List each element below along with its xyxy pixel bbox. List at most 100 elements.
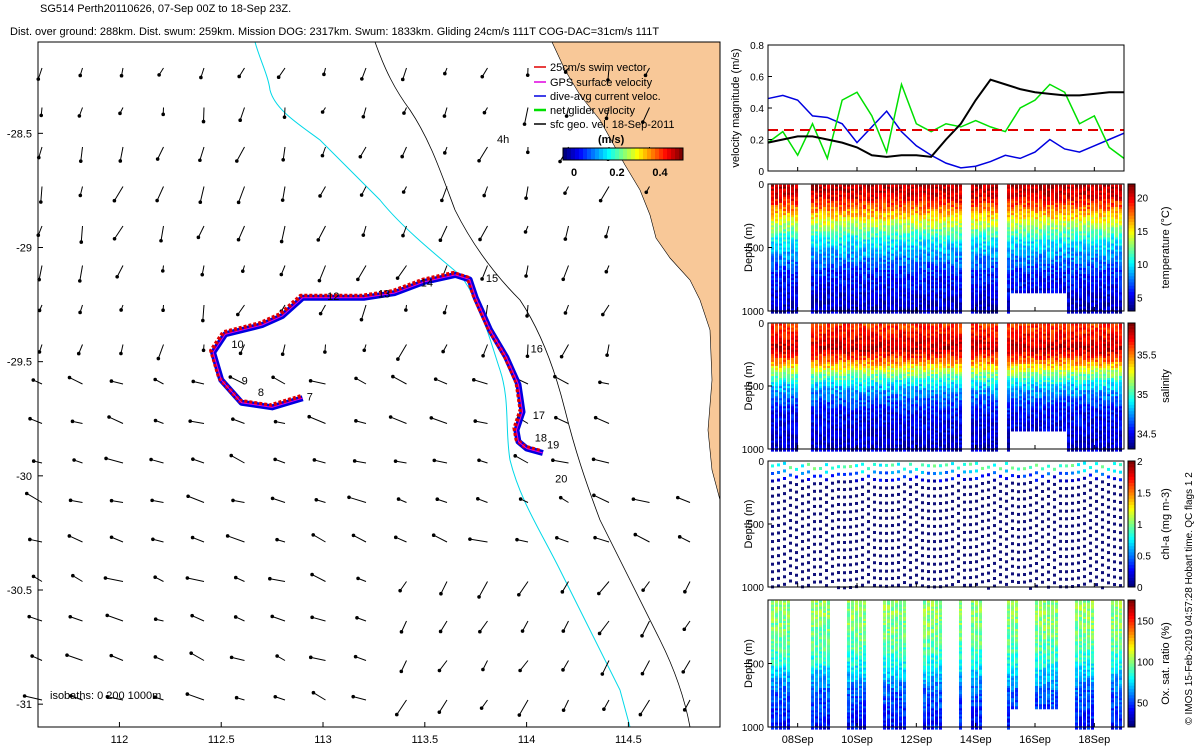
data-point <box>919 298 922 302</box>
data-point <box>775 221 778 225</box>
data-point <box>847 272 850 276</box>
data-point <box>919 184 922 188</box>
data-point <box>899 190 902 194</box>
data-point <box>1023 290 1026 294</box>
data-point <box>811 259 814 263</box>
y-tick-label: -31 <box>16 699 32 711</box>
velocity-arrow-head <box>24 491 29 496</box>
data-point <box>791 308 794 312</box>
data-point <box>927 267 930 271</box>
data-point <box>903 198 906 202</box>
data-point <box>839 184 842 188</box>
data-point <box>851 278 854 282</box>
velocity-arrow-head <box>77 114 82 118</box>
data-point <box>795 247 798 251</box>
data-point <box>875 239 878 243</box>
data-point <box>923 298 926 302</box>
data-point <box>891 192 894 196</box>
data-point <box>903 223 906 227</box>
data-point <box>839 219 842 223</box>
data-point <box>855 261 858 265</box>
data-point <box>851 300 854 304</box>
data-point <box>863 304 866 308</box>
data-point <box>863 302 866 306</box>
velocity-arrow <box>79 265 83 281</box>
data-point <box>871 231 874 235</box>
data-point <box>855 186 858 190</box>
data-point <box>839 239 842 243</box>
data-point <box>903 306 906 310</box>
data-point <box>819 263 822 267</box>
data-point <box>859 261 862 265</box>
data-point <box>867 200 870 204</box>
data-point <box>819 229 822 233</box>
data-point <box>811 223 814 227</box>
data-point <box>891 225 894 229</box>
data-point <box>835 198 838 202</box>
data-point <box>871 206 874 210</box>
data-point <box>847 296 850 300</box>
data-point <box>783 276 786 280</box>
time-tag: 4h <box>497 134 509 146</box>
velocity-arrow <box>105 577 124 582</box>
data-point <box>863 190 866 194</box>
colorbar-cell <box>563 148 568 160</box>
data-point <box>835 269 838 273</box>
velocity-arrow-head <box>429 416 434 420</box>
data-point <box>879 296 882 300</box>
data-point <box>887 209 890 213</box>
data-point <box>859 292 862 296</box>
data-point <box>843 217 846 221</box>
data-point <box>871 255 874 259</box>
data-point <box>843 280 846 284</box>
data-point <box>771 296 774 300</box>
data-point <box>855 245 858 249</box>
data-point <box>831 202 834 206</box>
velocity-arrow <box>40 186 43 203</box>
data-point <box>879 306 882 310</box>
data-point <box>827 225 830 229</box>
data-point <box>883 306 886 310</box>
data-point <box>927 231 930 235</box>
data-point <box>911 196 914 200</box>
data-point <box>895 267 898 271</box>
data-point <box>903 308 906 312</box>
data-point <box>819 225 822 229</box>
velocity-arrow-head <box>513 454 518 458</box>
data-point <box>783 292 786 296</box>
data-point <box>903 298 906 302</box>
data-point <box>859 300 862 304</box>
data-point <box>931 231 934 235</box>
data-point <box>911 286 914 290</box>
data-point <box>867 233 870 237</box>
data-point <box>855 184 858 188</box>
data-point <box>843 294 846 298</box>
data-point <box>875 304 878 308</box>
data-point <box>879 249 882 253</box>
data-point <box>891 269 894 273</box>
y-tick-label: -29.5 <box>7 357 32 369</box>
velocity-arrow-head <box>161 112 165 117</box>
data-point <box>915 204 918 208</box>
velocity-arrow <box>473 379 488 385</box>
data-point <box>911 188 914 192</box>
data-point <box>787 267 790 271</box>
velocity-arrow-head <box>153 655 158 659</box>
data-point <box>839 198 842 202</box>
data-point <box>779 211 782 215</box>
data-point <box>867 302 870 306</box>
data-point <box>891 257 894 261</box>
velocity-arrow-head <box>28 416 32 421</box>
velocity-arrow-head <box>515 537 519 542</box>
velocity-arrow <box>552 459 569 464</box>
data-point <box>771 206 774 210</box>
velocity-arrow <box>348 496 367 503</box>
data-point <box>919 300 922 304</box>
data-point <box>919 290 922 294</box>
data-point <box>871 237 874 241</box>
velocity-arrow-head <box>31 459 36 463</box>
velocity-arrow <box>434 459 448 464</box>
data-point <box>895 202 898 206</box>
data-point <box>795 188 798 192</box>
data-point <box>875 192 878 196</box>
